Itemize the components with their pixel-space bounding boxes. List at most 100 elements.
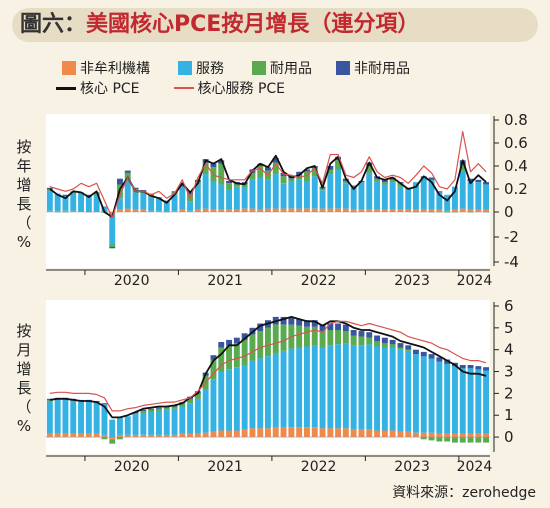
- bottom-bar-服務: [70, 401, 77, 434]
- bottom-y-tick-label: 1: [504, 406, 514, 424]
- top-line-core-pce: [49, 154, 487, 218]
- bottom-bar-非耐用品: [428, 354, 435, 359]
- bottom-bar-非牟利機構: [311, 427, 318, 437]
- bottom-bar-服務: [381, 347, 388, 431]
- bottom-bar-耐用品: [101, 437, 108, 440]
- legend-label-nonprofit: 非牟利機構: [80, 61, 150, 77]
- legend-item-durables: 耐用品: [252, 58, 312, 78]
- top-y-tick-label: 0.2: [504, 180, 528, 198]
- bottom-bar-耐用品: [257, 331, 264, 359]
- bottom-bar-非耐用品: [475, 366, 482, 370]
- bottom-bar-非牟利機構: [54, 433, 61, 438]
- bottom-bar-非牟利機構: [444, 433, 451, 438]
- top-bar-耐用品: [140, 191, 147, 194]
- bottom-bar-耐用品: [179, 403, 186, 407]
- bottom-y-tick-label: 5: [504, 319, 514, 337]
- bottom-x-tick-label: 2023: [394, 459, 430, 475]
- bottom-bar-非牟利機構: [304, 427, 310, 437]
- top-bar-非耐用品: [327, 166, 334, 170]
- top-bar-耐用品: [249, 172, 256, 180]
- top-bar-服務: [381, 184, 388, 210]
- bottom-bar-非耐用品: [218, 342, 225, 348]
- bottom-bar-非牟利機構: [85, 433, 92, 438]
- bottom-y-label-char: 長: [16, 379, 32, 397]
- bottom-bar-耐用品: [187, 398, 193, 404]
- bottom-x-tick-label: 2022: [301, 459, 337, 475]
- top-bar-非牟利機構: [304, 208, 310, 212]
- top-bar-非牟利機構: [413, 209, 419, 212]
- bottom-bar-非牟利機構: [171, 434, 178, 438]
- bottom-bar-非牟利機構: [428, 432, 435, 438]
- bottom-bar-非耐用品: [304, 320, 310, 327]
- bottom-bar-服務: [389, 347, 396, 431]
- top-bar-非牟利機構: [397, 209, 404, 212]
- top-bar-服務: [210, 180, 217, 210]
- top-y-tick-label: 0.6: [504, 134, 528, 152]
- bottom-bar-非耐用品: [241, 333, 248, 340]
- bottom-bar-耐用品: [171, 406, 178, 409]
- bottom-bar-非耐用品: [101, 403, 108, 405]
- legend-row-1: 非牟利機構 服務 耐用品 非耐用品: [62, 58, 532, 78]
- top-bar-非牟利機構: [319, 208, 326, 212]
- bottom-bar-非耐用品: [350, 330, 357, 336]
- bottom-bar-非牟利機構: [78, 433, 84, 438]
- bottom-bar-耐用品: [319, 331, 326, 348]
- top-y-label-char: （: [16, 214, 32, 232]
- bottom-bar-耐用品: [156, 408, 162, 411]
- top-bar-服務: [132, 192, 139, 210]
- bottom-bar-服務: [296, 347, 303, 428]
- top-bar-非牟利機構: [483, 209, 489, 212]
- bottom-bar-耐用品: [241, 339, 248, 365]
- top-x-tick-label: 2021: [207, 273, 243, 289]
- top-bar-服務: [272, 174, 279, 209]
- bottom-bar-服務: [202, 389, 209, 433]
- bottom-bar-耐用品: [436, 437, 443, 442]
- bottom-bar-非牟利機構: [179, 433, 186, 438]
- top-bar-非牟利機構: [218, 209, 225, 212]
- top-bar-服務: [358, 182, 365, 210]
- bottom-bar-非牟利機構: [265, 428, 271, 437]
- top-bar-耐用品: [397, 183, 404, 187]
- bottom-bar-耐用品: [405, 349, 412, 351]
- bottom-bar-服務: [475, 369, 482, 434]
- top-bar-服務: [311, 176, 318, 209]
- top-bar-服務: [452, 186, 458, 210]
- bottom-bar-服務: [233, 367, 240, 431]
- bottom-bar-服務: [304, 346, 310, 428]
- bottom-line-core-services-pce: [49, 320, 487, 412]
- top-y-label: 按 年 增 長 （ %: [14, 138, 34, 252]
- bottom-bar-耐用品: [350, 335, 357, 346]
- legend: 非牟利機構 服務 耐用品 非耐用品 核心 PCE 核心服務 PCE: [56, 58, 532, 98]
- legend-item-nonprofit: 非牟利機構: [62, 58, 150, 78]
- bottom-bar-耐用品: [233, 343, 240, 368]
- bottom-bar-服務: [54, 399, 61, 434]
- bottom-bar-非牟利機構: [467, 433, 474, 438]
- top-bar-耐用品: [280, 176, 287, 184]
- bottom-bar-服務: [311, 345, 318, 428]
- top-bar-服務: [342, 183, 349, 209]
- top-bar-耐用品: [241, 184, 248, 188]
- top-bar-非耐用品: [483, 182, 489, 185]
- top-bar-非牟利機構: [475, 209, 482, 212]
- bottom-bar-耐用品: [397, 347, 404, 350]
- top-bar-服務: [54, 193, 61, 211]
- top-bar-耐用品: [304, 171, 310, 181]
- bottom-bar-非耐用品: [358, 331, 365, 337]
- top-bar-非牟利機構: [132, 209, 139, 212]
- bottom-y-tick-label: 3: [504, 363, 514, 381]
- bottom-bar-服務: [140, 413, 147, 435]
- top-bar-耐用品: [46, 189, 53, 192]
- bottom-bar-服務: [132, 414, 139, 435]
- bottom-bar-耐用品: [265, 327, 271, 357]
- top-bar-耐用品: [374, 178, 380, 181]
- top-bar-非耐用品: [428, 177, 435, 180]
- bottom-bar-服務: [459, 368, 466, 434]
- bottom-bar-非牟利機構: [156, 434, 162, 438]
- bottom-y-label-char: （: [16, 398, 32, 416]
- bottom-bar-服務: [350, 345, 357, 430]
- top-bar-非牟利機構: [257, 209, 264, 212]
- bottom-bar-耐用品: [366, 337, 373, 345]
- top-bar-服務: [444, 194, 451, 211]
- legend-label-nondurables: 非耐用品: [354, 61, 410, 77]
- top-bar-服務: [374, 180, 380, 210]
